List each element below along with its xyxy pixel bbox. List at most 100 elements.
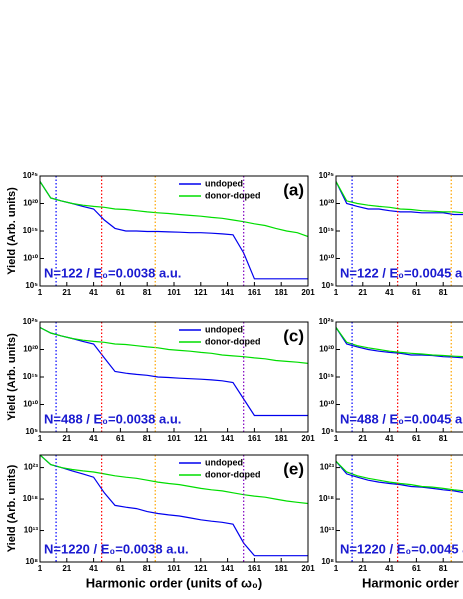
x-tick-label: 1 <box>334 288 339 297</box>
y-tick-label: 10²⁵ <box>319 317 335 326</box>
plot-area <box>40 322 308 432</box>
x-tick-label: 61 <box>116 288 125 297</box>
legend-label: undoped <box>205 457 243 467</box>
y-tick-label: 10⁵ <box>321 427 334 436</box>
legend-label: donor-doped <box>205 469 261 479</box>
spectrum-line <box>40 181 308 280</box>
plot-area <box>40 176 308 286</box>
x-tick-label: 121 <box>194 434 208 443</box>
x-tick-label: 1 <box>38 288 43 297</box>
x-tick-label: 41 <box>89 434 98 443</box>
annotation: N=1220 / E₀=0.0045 a.u. <box>340 541 463 556</box>
x-tick-label: 61 <box>116 434 125 443</box>
y-tick-label: 10²⁵ <box>319 171 335 180</box>
spectrum-line <box>336 181 463 216</box>
y-tick-label: 10⁸ <box>25 557 38 566</box>
y-tick-label: 10⁵ <box>321 281 334 290</box>
x-tick-label: 141 <box>221 564 235 573</box>
legend-label: donor-doped <box>205 190 261 200</box>
x-tick-label: 81 <box>143 288 152 297</box>
x-tick-label: 1 <box>334 564 339 573</box>
x-tick-label: 101 <box>167 434 181 443</box>
y-axis-label: Yield (Arb. units) <box>6 333 18 421</box>
x-tick-label: 21 <box>62 434 71 443</box>
x-tick-label: 1 <box>38 564 43 573</box>
x-tick-label: 61 <box>412 564 421 573</box>
y-tick-label: 10¹⁵ <box>23 372 39 381</box>
spectrum-line <box>336 460 463 494</box>
x-tick-label: 201 <box>301 434 315 443</box>
y-tick-label: 10²⁰ <box>23 345 39 354</box>
spectrum-line <box>40 455 308 505</box>
x-tick-label: 21 <box>358 564 367 573</box>
x-tick-label: 61 <box>116 564 125 573</box>
y-tick-label: 10⁵ <box>25 427 38 436</box>
x-tick-label: 201 <box>301 564 315 573</box>
y-axis-label: Yield (Arb. units) <box>6 464 18 552</box>
x-tick-label: 61 <box>412 434 421 443</box>
x-tick-label: 21 <box>358 434 367 443</box>
plot-frame <box>335 454 463 563</box>
y-tick-label: 10⁸ <box>321 557 334 566</box>
x-tick-label: 1 <box>334 434 339 443</box>
x-tick-label: 181 <box>275 288 289 297</box>
plot-area <box>336 176 463 286</box>
y-tick-label: 10¹⁰ <box>23 400 39 409</box>
y-tick-label: 10²³ <box>320 463 335 472</box>
y-tick-label: 10¹⁰ <box>319 254 335 263</box>
x-tick-label: 81 <box>439 564 448 573</box>
x-tick-label: 41 <box>385 434 394 443</box>
spectrum-line <box>40 455 308 557</box>
legend-label: donor-doped <box>205 336 261 346</box>
x-tick-label: 61 <box>412 288 421 297</box>
x-tick-label: 21 <box>62 288 71 297</box>
y-tick-label: 10¹⁸ <box>319 494 335 503</box>
plot-area <box>336 455 463 562</box>
y-tick-label: 10²⁰ <box>23 199 39 208</box>
panel-label: (c) <box>283 326 304 345</box>
legend-label: undoped <box>205 178 243 188</box>
panel-label: (e) <box>283 459 304 478</box>
x-axis-label: Harmonic order (units of ω₀) <box>362 575 463 590</box>
y-tick-label: 10¹⁵ <box>23 226 39 235</box>
plot-area <box>336 322 463 432</box>
x-tick-label: 81 <box>439 288 448 297</box>
x-tick-label: 161 <box>248 564 262 573</box>
x-tick-label: 161 <box>248 288 262 297</box>
legend-label: undoped <box>205 324 243 334</box>
x-tick-label: 41 <box>385 288 394 297</box>
y-tick-label: 10¹⁵ <box>319 226 335 235</box>
annotation: N=1220 / E₀=0.0038 a.u. <box>44 541 189 556</box>
spectrum-line <box>40 326 308 417</box>
annotation: N=122 / E₀=0.0045 a.u. <box>340 265 463 280</box>
x-tick-label: 181 <box>275 564 289 573</box>
spectrum-line <box>40 326 308 364</box>
y-tick-label: 10²⁰ <box>319 199 335 208</box>
spectrum-line <box>40 181 308 238</box>
x-tick-label: 21 <box>358 288 367 297</box>
x-tick-label: 21 <box>62 564 71 573</box>
spectrum-line <box>336 181 463 214</box>
x-tick-label: 121 <box>194 564 208 573</box>
x-tick-label: 81 <box>439 434 448 443</box>
y-tick-label: 10¹⁰ <box>319 400 335 409</box>
spectrum-line <box>336 327 463 359</box>
y-tick-label: 10²⁵ <box>23 317 39 326</box>
x-tick-label: 181 <box>275 434 289 443</box>
y-tick-label: 10⁵ <box>25 281 38 290</box>
x-tick-label: 1 <box>38 434 43 443</box>
x-tick-label: 121 <box>194 288 208 297</box>
y-tick-label: 10¹⁸ <box>23 494 39 503</box>
plot-area <box>40 455 308 562</box>
x-tick-label: 161 <box>248 434 262 443</box>
x-tick-label: 81 <box>143 434 152 443</box>
y-tick-label: 10²⁰ <box>319 345 335 354</box>
x-tick-label: 201 <box>301 288 315 297</box>
y-tick-label: 10¹⁰ <box>23 254 39 263</box>
panel-label: (a) <box>283 180 304 199</box>
spectrum-line <box>336 327 463 358</box>
y-tick-label: 10²³ <box>24 463 39 472</box>
annotation: N=488 / E₀=0.0045 a.u. <box>340 411 463 426</box>
